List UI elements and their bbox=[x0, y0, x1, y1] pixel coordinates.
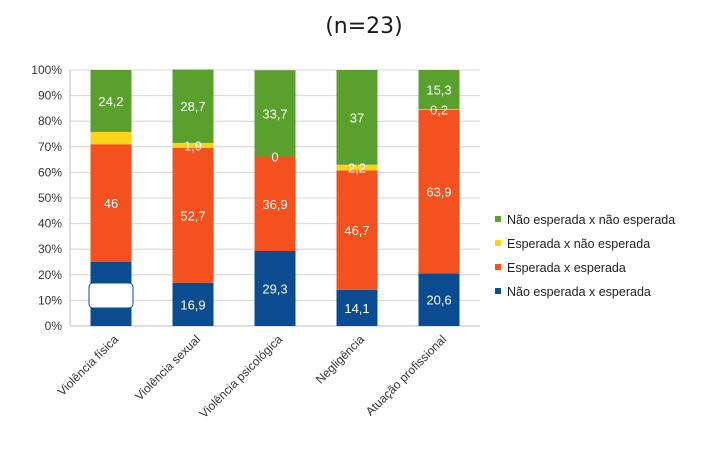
legend-swatch bbox=[495, 264, 501, 270]
y-tick-label: 50% bbox=[38, 191, 62, 205]
bar-segment bbox=[336, 289, 378, 326]
mask-box bbox=[88, 282, 134, 309]
x-category-label: Atuação profissional bbox=[363, 332, 449, 418]
data-label: 2,2 bbox=[348, 161, 366, 176]
y-tick-label: 30% bbox=[38, 242, 62, 256]
data-label: 33,7 bbox=[262, 106, 287, 121]
y-tick-label: 60% bbox=[38, 165, 62, 179]
legend: Não esperada x não esperada Esperada x nã… bbox=[495, 213, 675, 299]
bar-segment bbox=[418, 109, 460, 110]
legend-swatch bbox=[495, 240, 501, 246]
chart-subtitle: (n=23) bbox=[325, 14, 403, 39]
bar-segment bbox=[90, 131, 132, 145]
x-category-label: Violência psicológica bbox=[197, 332, 286, 421]
data-label: 0 bbox=[271, 150, 278, 165]
y-tick-label: 40% bbox=[38, 217, 62, 231]
legend-label: Não esperada x esperada bbox=[507, 285, 651, 299]
bar-segment bbox=[336, 70, 378, 165]
data-label: 63,9 bbox=[426, 184, 451, 199]
bar-segment bbox=[90, 144, 132, 262]
y-tick-label: 10% bbox=[38, 293, 62, 307]
bar-segment bbox=[418, 273, 460, 326]
bar-segment bbox=[172, 142, 214, 148]
bar-segment bbox=[336, 170, 378, 290]
data-label: 37 bbox=[350, 110, 364, 125]
x-category-label: Violência sexual bbox=[132, 332, 203, 403]
data-label: 0,2 bbox=[430, 102, 448, 117]
data-label: 46 bbox=[104, 196, 118, 211]
bar-segment bbox=[90, 70, 132, 132]
data-label: 29,3 bbox=[262, 281, 287, 296]
data-labels: 46 24,2 16,9 52,7 1,9 28,7 29,3 36,9 0 33,7 14,1 46… bbox=[98, 83, 451, 316]
legend-label: Não esperada x não esperada bbox=[507, 213, 675, 227]
legend-label: Esperada x não esperada bbox=[507, 237, 650, 251]
y-tick-label: 70% bbox=[38, 140, 62, 154]
bar-segment bbox=[172, 69, 214, 143]
data-label: 36,9 bbox=[262, 197, 287, 212]
y-tick-label: 80% bbox=[38, 114, 62, 128]
data-label: 16,9 bbox=[180, 297, 205, 312]
y-tick-label: 100% bbox=[31, 63, 62, 77]
y-axis: 0% 10% 20% 30% 40% 50% 60% 70% 80% 90% 100% bbox=[31, 63, 480, 333]
bar-segment bbox=[418, 109, 460, 274]
bar-segment bbox=[254, 250, 296, 326]
bar-segment bbox=[172, 282, 214, 326]
y-tick-label: 20% bbox=[38, 268, 62, 282]
y-tick-label: 0% bbox=[45, 319, 63, 333]
data-label: 14,1 bbox=[344, 301, 369, 316]
bar-segment bbox=[336, 164, 378, 171]
x-category-label: Negligência bbox=[313, 332, 367, 386]
legend-label: Esperada x esperada bbox=[507, 261, 626, 275]
bar-segment bbox=[172, 147, 214, 283]
data-label: 1,9 bbox=[184, 138, 202, 153]
bars bbox=[88, 69, 460, 326]
legend-swatch bbox=[495, 216, 501, 222]
legend-swatch bbox=[495, 288, 501, 294]
x-category-label: Violência física bbox=[55, 332, 122, 399]
bar-segment bbox=[418, 70, 460, 110]
data-label: 28,7 bbox=[180, 99, 205, 114]
x-axis: Violência física Violência sexualViolênci… bbox=[55, 332, 449, 421]
data-label: 15,3 bbox=[426, 83, 451, 98]
data-label: 52,7 bbox=[180, 208, 205, 223]
data-label: 24,2 bbox=[98, 94, 123, 109]
data-label: 46,7 bbox=[344, 223, 369, 238]
bar-segment bbox=[254, 156, 296, 251]
y-tick-label: 90% bbox=[38, 89, 62, 103]
data-label: 20,6 bbox=[426, 293, 451, 308]
bar-segment bbox=[254, 70, 296, 157]
